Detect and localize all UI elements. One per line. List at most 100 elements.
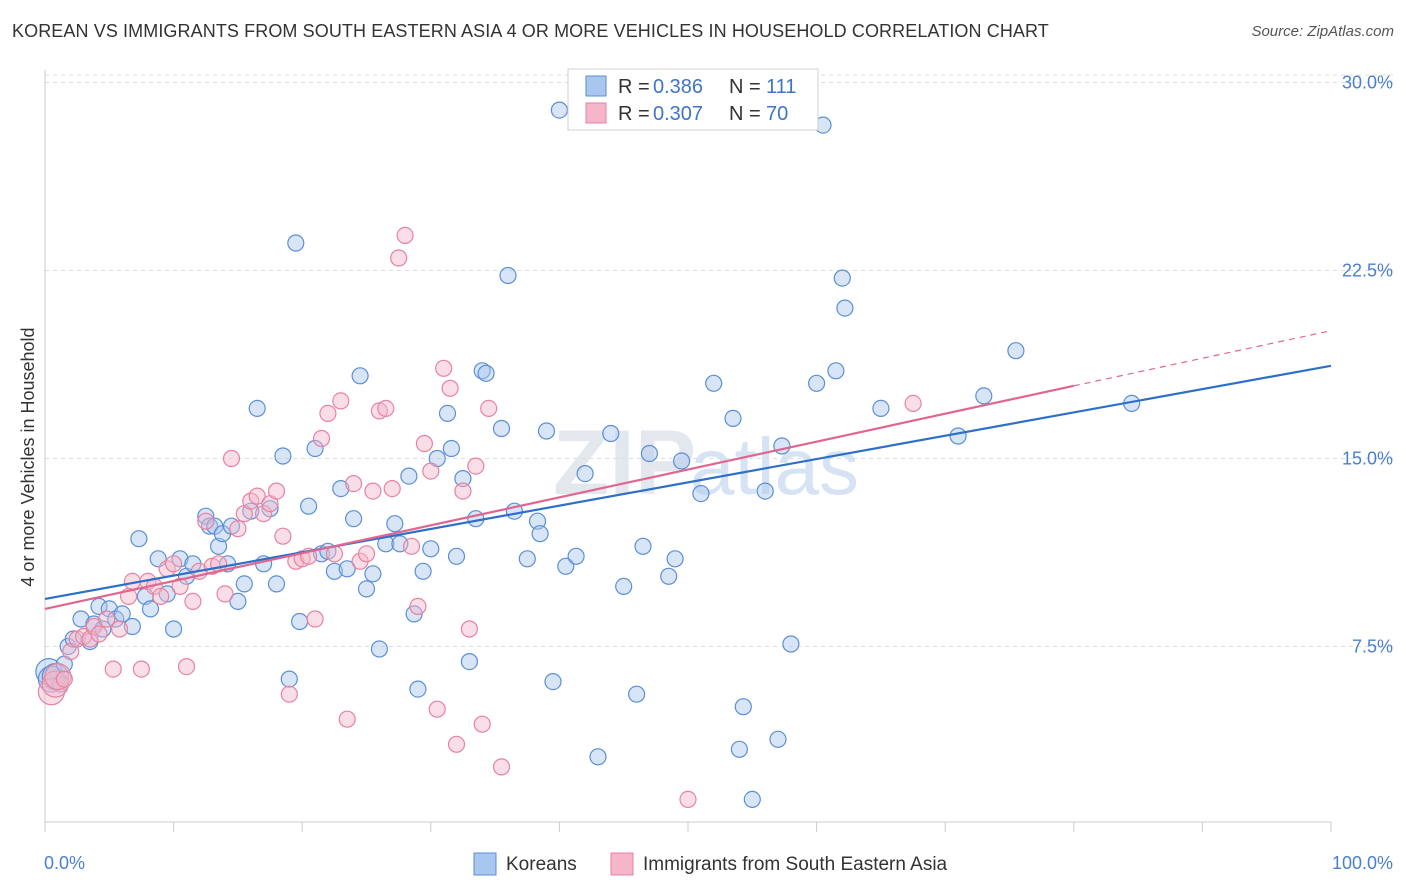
legend-swatch-koreans [585,75,607,97]
sea-point [255,505,273,523]
sea-point [904,394,922,412]
sea-point [229,520,247,538]
sea-point [165,555,183,573]
sea-point [312,429,331,448]
koreans-point [332,480,350,498]
koreans-point [409,680,427,698]
chart-title: KOREAN VS IMMIGRANTS FROM SOUTH EASTERN … [12,21,1049,41]
koreans-point [274,447,292,465]
koreans-point [291,612,309,631]
sea-point [480,399,498,417]
koreans-point [229,592,247,611]
sea-point [467,457,485,475]
sea-point [441,379,459,397]
koreans-point [537,422,556,440]
koreans-point [386,515,404,533]
y-tick-label: 30.0% [1342,73,1393,93]
sea-point [357,545,376,563]
trend-line-sea [44,384,1075,611]
sea-point [177,657,196,676]
koreans-point [518,550,536,568]
koreans-point [692,485,710,503]
koreans-point [492,419,511,438]
y-axis-title: 4 or more Vehicles in Household [18,327,38,586]
koreans-point [345,510,363,528]
sea-point [390,249,408,267]
sea-point [98,610,116,628]
koreans-point [660,567,678,585]
koreans-point [414,562,432,580]
chart-source: Source: ZipAtlas.com [1251,23,1394,40]
koreans-point [627,685,646,703]
koreans-point [975,387,993,405]
sea-point [396,226,414,244]
sea-point [383,480,401,498]
sea-point [473,715,491,733]
sea-point [248,487,266,505]
sea-point [267,482,286,500]
koreans-point [836,299,854,317]
koreans-point [705,374,723,392]
sea-point [55,670,73,688]
bottom-legend-label-sea: Immigrants from South Eastern Asia [643,854,948,875]
koreans-point [280,670,298,688]
koreans-point [90,597,108,616]
y-tick-label: 15.0% [1342,449,1393,469]
x-tick-label-min: 0.0% [44,853,85,873]
sea-point [422,462,440,480]
legend-r-value-sea: 0.307 [653,103,703,125]
koreans-point [235,575,253,593]
sea-point [447,735,466,753]
x-ticks [44,822,1332,832]
koreans-point [460,652,478,671]
sea-point [364,482,382,500]
koreans-point [634,537,652,555]
legend-n-value-sea: 70 [766,103,788,125]
legend-n-value-koreans: 111 [766,76,796,98]
trend-line-sea-extension [1073,330,1332,387]
koreans-point [72,610,90,628]
sea-point [90,625,108,643]
koreans-point [438,404,457,422]
koreans-point [615,577,633,596]
bottom-legend-label-koreans: Koreans [506,854,577,875]
bottom-legend-swatch-koreans [473,852,497,876]
sea-point [184,592,202,611]
legend-r-value-koreans: 0.386 [653,76,703,98]
koreans-point [833,269,851,287]
koreans-point [949,427,967,445]
koreans-point [544,672,562,691]
trend-lines [44,330,1332,611]
sea-point [679,790,697,809]
sea-point [377,399,395,417]
koreans-point [477,364,495,382]
koreans-point [602,424,620,443]
sea-point [37,678,66,706]
sea-point [171,577,189,596]
koreans-point [422,540,440,558]
bottom-legend: Koreans Immigrants from South Eastern As… [473,852,948,876]
koreans-point [400,467,418,485]
koreans-point [64,630,82,648]
koreans-point [351,367,369,385]
sea-point [306,610,324,628]
koreans-point [370,640,388,658]
y-tick-labels: 7.5% 15.0% 22.5% 30.0% [1342,73,1393,657]
koreans-point [807,374,826,392]
koreans-point [165,620,183,638]
legend-n-label-koreans: N = [729,76,761,98]
legend: R = 0.386 N = 111 R = 0.307 N = 70 [567,68,819,131]
sea-point [332,392,350,410]
sea-point [492,758,511,776]
koreans-point [248,399,266,417]
koreans-point [357,580,376,598]
sea-point [274,527,292,545]
koreans-point [557,557,575,575]
koreans-point [338,560,356,578]
sea-point [280,685,298,703]
y-tick-label: 7.5% [1352,637,1393,657]
koreans-point [447,547,466,565]
sea-point [338,710,356,728]
koreans-point [550,101,569,119]
